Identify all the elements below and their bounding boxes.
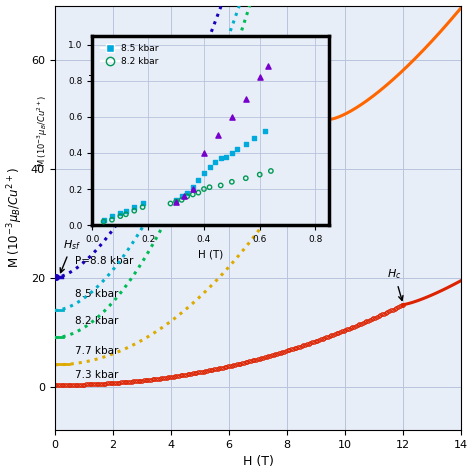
Point (117, 209, 124, 216)
Text: P=8.8 kbar: P=8.8 kbar (75, 256, 133, 266)
Point (242, 140, 250, 148)
Point (117, 212, 124, 220)
Point (130, 203, 138, 211)
Text: $H_c$: $H_c$ (315, 82, 330, 115)
Point (214, 131, 222, 139)
Point (122, 210, 130, 218)
Point (100, 218, 108, 225)
Point (234, 146, 241, 153)
Point (206, 183, 213, 191)
Legend: 8.5 kbar, 8.2 kbar: 8.5 kbar, 8.2 kbar (97, 40, 163, 70)
Point (206, 164, 213, 171)
Text: 8.5 kbar: 8.5 kbar (75, 289, 118, 299)
Point (264, 63, 272, 70)
Point (189, 191, 197, 198)
Text: 7.7 kbar: 7.7 kbar (75, 346, 118, 356)
Text: KCuCl$_3$: KCuCl$_3$ (90, 48, 131, 64)
Point (189, 185, 197, 193)
Text: H $\parallel$ [201]: H $\parallel$ [201] (90, 97, 149, 114)
Point (183, 192, 191, 200)
Point (139, 200, 146, 207)
Point (195, 189, 202, 196)
Point (256, 171, 264, 178)
Point (108, 216, 116, 224)
Point (200, 169, 208, 177)
Text: $H_c$: $H_c$ (387, 267, 403, 301)
Text: 7.3 kbar: 7.3 kbar (75, 371, 118, 381)
Point (183, 189, 191, 196)
Point (228, 113, 236, 120)
Point (250, 135, 258, 142)
Y-axis label: M $(10^{-3}\mu_B/Cu^{2+})$: M $(10^{-3}\mu_B/Cu^{2+})$ (6, 167, 25, 268)
X-axis label: H (T): H (T) (243, 456, 273, 468)
Point (172, 198, 180, 205)
Point (172, 198, 180, 205)
Point (130, 207, 138, 215)
Point (217, 182, 225, 189)
Point (211, 158, 219, 166)
Point (200, 149, 208, 157)
Point (242, 174, 250, 182)
Point (108, 212, 116, 220)
Point (172, 196, 180, 204)
X-axis label: H (T): H (T) (198, 249, 224, 259)
Point (181, 192, 188, 200)
Text: 8.2 kbar: 8.2 kbar (75, 316, 118, 326)
Point (122, 207, 130, 215)
Point (139, 203, 146, 211)
Point (189, 183, 197, 191)
Point (222, 153, 230, 160)
Point (100, 216, 108, 224)
Point (256, 73, 264, 81)
Point (267, 167, 274, 175)
Y-axis label: M $(10^{-3}\mu_B/Cu^{2+})$: M $(10^{-3}\mu_B/Cu^{2+})$ (36, 94, 50, 166)
Point (178, 192, 185, 200)
Point (217, 155, 225, 162)
Text: $H_{sf}$: $H_{sf}$ (60, 238, 81, 273)
Text: T=1.8 K: T=1.8 K (90, 74, 137, 88)
Point (228, 178, 236, 186)
Point (167, 200, 174, 207)
Point (262, 128, 269, 135)
Point (228, 149, 236, 157)
Point (242, 95, 250, 102)
Point (178, 196, 185, 204)
Point (195, 176, 202, 184)
Point (200, 185, 208, 193)
